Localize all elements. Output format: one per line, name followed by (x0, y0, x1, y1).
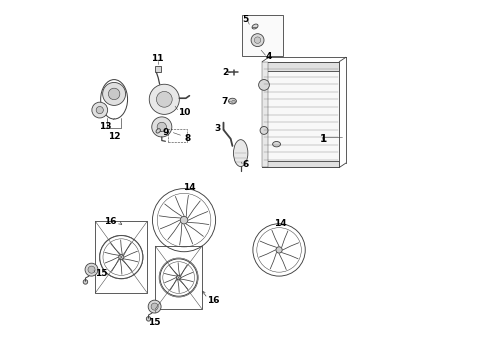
Circle shape (92, 102, 108, 118)
Text: 6: 6 (243, 161, 249, 170)
Ellipse shape (272, 141, 280, 147)
Bar (168, 129, 187, 141)
Text: 12: 12 (108, 132, 121, 141)
Text: 1: 1 (320, 134, 327, 144)
Text: 14: 14 (274, 219, 287, 228)
Circle shape (83, 280, 88, 284)
Circle shape (259, 80, 270, 90)
Bar (243, 15, 283, 56)
Bar (262, 62, 268, 167)
Bar (155, 246, 202, 309)
Circle shape (157, 122, 167, 132)
Circle shape (149, 84, 179, 114)
Circle shape (251, 34, 264, 46)
Circle shape (108, 88, 120, 100)
Circle shape (119, 255, 124, 260)
Circle shape (253, 224, 305, 276)
Ellipse shape (228, 98, 236, 104)
Text: 5: 5 (242, 15, 248, 24)
Circle shape (151, 303, 158, 310)
Circle shape (260, 126, 268, 134)
Bar (262, 62, 339, 71)
Circle shape (176, 275, 181, 280)
Text: 9: 9 (163, 128, 169, 137)
Text: 13: 13 (99, 122, 112, 131)
Circle shape (100, 235, 143, 279)
Ellipse shape (234, 140, 248, 167)
Ellipse shape (252, 24, 258, 29)
Circle shape (85, 263, 98, 276)
Bar (95, 221, 147, 293)
Bar (155, 66, 161, 72)
Ellipse shape (156, 129, 160, 133)
Circle shape (102, 82, 125, 105)
Bar (262, 62, 339, 167)
Text: 2: 2 (222, 68, 228, 77)
Text: 4: 4 (265, 53, 271, 62)
Text: 7: 7 (222, 97, 228, 106)
Text: 10: 10 (178, 108, 190, 117)
Circle shape (148, 300, 161, 313)
Text: 15: 15 (148, 318, 161, 327)
Text: 15: 15 (96, 269, 108, 278)
Circle shape (152, 117, 172, 137)
Ellipse shape (232, 100, 235, 103)
Circle shape (96, 107, 103, 114)
Circle shape (276, 247, 282, 253)
Text: 16: 16 (207, 296, 220, 305)
Circle shape (156, 91, 172, 107)
Text: 16: 16 (104, 217, 117, 226)
Circle shape (160, 259, 197, 296)
Circle shape (254, 37, 261, 43)
Circle shape (147, 316, 151, 321)
Circle shape (152, 189, 216, 252)
Circle shape (88, 266, 95, 273)
Bar (262, 161, 339, 167)
Text: 14: 14 (183, 183, 196, 192)
Text: 3: 3 (214, 124, 220, 133)
Text: 8: 8 (185, 134, 191, 143)
Circle shape (180, 216, 188, 224)
Text: 11: 11 (151, 54, 163, 63)
